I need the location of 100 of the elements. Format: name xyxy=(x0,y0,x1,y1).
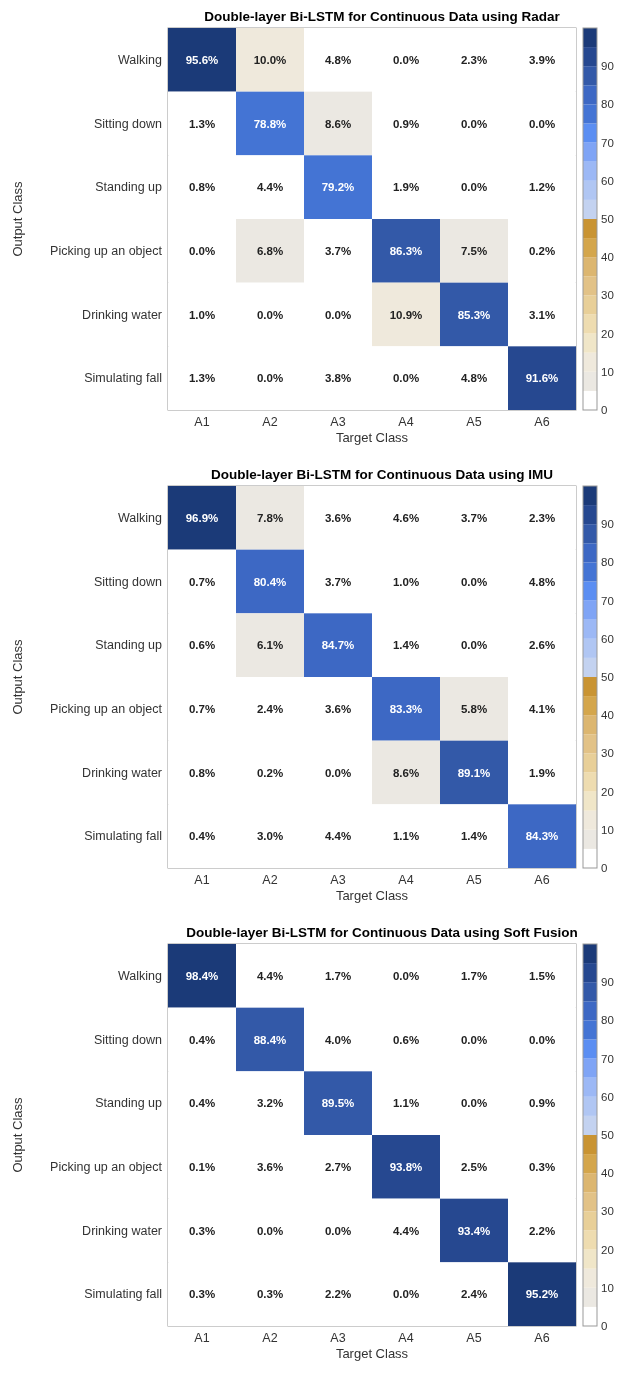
x-tick-label: A3 xyxy=(330,873,346,887)
data-label: 0.0% xyxy=(460,181,488,194)
data-label: 3.6% xyxy=(324,511,352,524)
data-label: 4.0% xyxy=(324,1033,352,1046)
data-label: 2.2% xyxy=(324,1288,352,1301)
color-bar-label: 0 xyxy=(601,404,608,416)
data-label: 0.0% xyxy=(460,117,488,130)
x-axis-title: Target Class xyxy=(335,888,409,903)
data-label: 84.3% xyxy=(525,830,559,843)
x-tick-label: A2 xyxy=(262,1331,278,1345)
data-label: 0.2% xyxy=(256,766,284,779)
color-bar-label: 70 xyxy=(601,594,614,607)
data-label: 0.0% xyxy=(256,1224,284,1237)
data-label: 91.6% xyxy=(525,372,559,385)
data-label: 0.0% xyxy=(324,308,352,321)
x-tick-label: A5 xyxy=(466,873,482,887)
data-label: 95.2% xyxy=(525,1288,559,1301)
data-label: 2.3% xyxy=(528,511,556,524)
data-label: 0.0% xyxy=(188,244,216,257)
y-tick-label: Sitting down xyxy=(93,116,163,131)
data-label: 1.4% xyxy=(392,639,420,652)
data-label: 0.3% xyxy=(188,1224,216,1237)
color-bar-label: 0 xyxy=(601,1320,608,1332)
data-label: 6.8% xyxy=(256,244,284,257)
data-label: 0.0% xyxy=(460,1033,488,1046)
data-label: 0.8% xyxy=(188,181,216,194)
data-label: 2.2% xyxy=(528,1224,556,1237)
data-label: 0.3% xyxy=(188,1288,216,1301)
data-label: 0.0% xyxy=(256,372,284,385)
y-tick-label: Simulating fall xyxy=(84,1287,162,1302)
color-bar-label: 20 xyxy=(601,327,614,340)
data-label: 88.4% xyxy=(253,1033,287,1046)
data-label: 1.7% xyxy=(460,969,488,982)
data-label: 83.3% xyxy=(389,702,423,715)
x-tick-label: A6 xyxy=(534,415,550,429)
y-tick-label: Standing up xyxy=(95,180,163,195)
data-label: 3.6% xyxy=(256,1160,284,1173)
data-label: 0.0% xyxy=(528,1033,556,1046)
data-label: 5.8% xyxy=(460,702,488,715)
data-label: 80.4% xyxy=(253,575,287,588)
y-axis-title: Output Class xyxy=(10,1096,25,1173)
x-axis-title: Target Class xyxy=(335,1346,409,1361)
data-label: 78.8% xyxy=(253,117,287,130)
x-tick-label: A3 xyxy=(330,415,346,429)
data-label: 3.9% xyxy=(528,53,556,66)
color-bar-label: 70 xyxy=(601,136,614,149)
data-label: 0.0% xyxy=(392,1288,420,1301)
y-tick-label: Walking xyxy=(118,510,163,525)
data-label: 84.7% xyxy=(321,639,355,652)
x-tick-label: A6 xyxy=(534,873,550,887)
color-bar-label: 90 xyxy=(601,60,614,73)
data-label: 89.5% xyxy=(321,1097,355,1110)
y-tick-label: Sitting down xyxy=(93,574,163,589)
data-label: 0.0% xyxy=(256,308,284,321)
data-label: 4.4% xyxy=(256,969,284,982)
chart-title: Double-layer Bi-LSTM for Continuous Data using IMU xyxy=(211,467,553,482)
data-label: 4.8% xyxy=(460,372,488,385)
data-label: 10.9% xyxy=(389,308,423,321)
data-label: 93.4% xyxy=(457,1224,491,1237)
data-label: 7.8% xyxy=(256,511,284,524)
y-tick-label: Simulating fall xyxy=(84,829,162,844)
x-tick-label: A1 xyxy=(194,873,210,887)
x-tick-label: A2 xyxy=(262,873,278,887)
y-tick-label: Drinking water xyxy=(82,307,162,322)
color-bar-label: 80 xyxy=(601,98,614,111)
data-label: 3.1% xyxy=(528,308,556,321)
data-label: 0.8% xyxy=(188,766,216,779)
data-label: 6.1% xyxy=(256,639,284,652)
data-label: 2.4% xyxy=(256,702,284,715)
color-bar-label: 40 xyxy=(601,251,614,264)
data-label: 86.3% xyxy=(389,244,423,257)
data-label: 0.0% xyxy=(324,1224,352,1237)
color-bar-label: 70 xyxy=(601,1052,614,1065)
data-label: 1.0% xyxy=(188,308,216,321)
color-bar-label: 30 xyxy=(601,289,614,302)
data-label: 4.6% xyxy=(392,511,420,524)
color-bar-label: 60 xyxy=(601,1090,614,1103)
color-bar-label: 40 xyxy=(601,1167,614,1180)
y-tick-label: Walking xyxy=(118,968,163,983)
color-bar-label: 50 xyxy=(601,671,614,683)
color-bar-label: 80 xyxy=(601,1014,614,1027)
data-label: 0.3% xyxy=(256,1288,284,1301)
data-label: 0.0% xyxy=(392,53,420,66)
y-tick-label: Walking xyxy=(118,52,163,67)
y-axis-title: Output Class xyxy=(10,638,25,715)
color-bar-label: 80 xyxy=(601,556,614,569)
y-tick-label: Picking up an object xyxy=(50,701,163,716)
data-label: 0.9% xyxy=(392,117,420,130)
data-label: 0.0% xyxy=(460,639,488,652)
color-bar-label: 10 xyxy=(601,823,614,836)
data-label: 10.0% xyxy=(253,53,287,66)
x-tick-label: A6 xyxy=(534,1331,550,1345)
data-label: 1.3% xyxy=(188,372,216,385)
data-label: 0.0% xyxy=(460,575,488,588)
data-label: 0.0% xyxy=(324,766,352,779)
color-bar-label: 10 xyxy=(601,365,614,378)
data-label: 1.1% xyxy=(392,1097,420,1110)
data-label: 0.4% xyxy=(188,1097,216,1110)
data-label: 2.4% xyxy=(460,1288,488,1301)
color-bar-label: 20 xyxy=(601,785,614,798)
